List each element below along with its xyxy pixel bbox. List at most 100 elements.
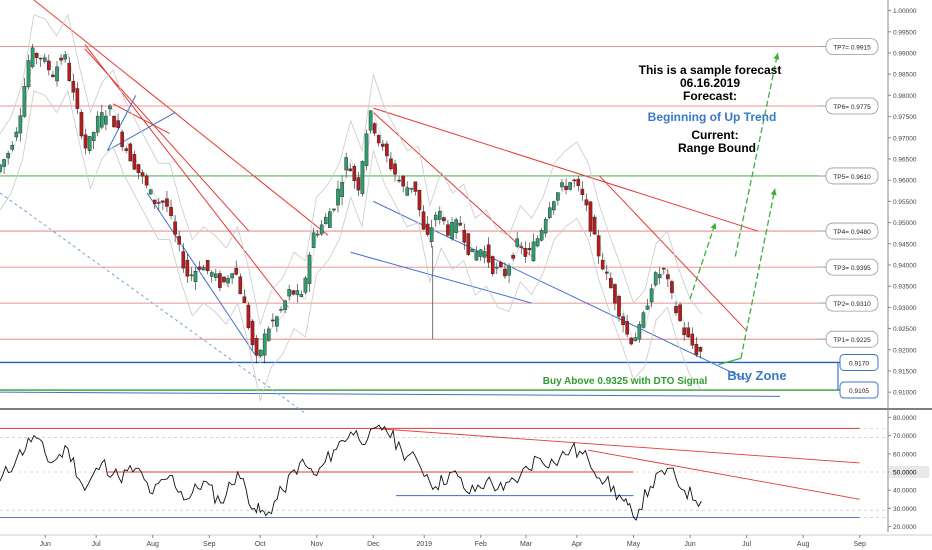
candle-body xyxy=(169,206,173,216)
candle-body xyxy=(22,86,27,117)
level-label: TP4= 0.9480 xyxy=(833,229,871,236)
forecast-arrows xyxy=(689,52,780,366)
candle-body xyxy=(385,143,389,157)
rsi-tick-label: 40.0000 xyxy=(893,488,917,495)
rsi-panel: 80.0000 70.0000 60.0000 50.0000 40.0000 30.00… xyxy=(0,415,929,531)
candle-body xyxy=(621,316,625,325)
candle-body xyxy=(83,134,88,149)
rsi-tick-label: 60.0000 xyxy=(893,451,917,458)
candle-body xyxy=(372,123,377,134)
candle-body xyxy=(148,189,153,195)
candle-body xyxy=(438,210,442,220)
candle-body xyxy=(181,251,186,269)
candle-body xyxy=(295,290,300,296)
candle-body xyxy=(328,211,332,228)
candle-body xyxy=(409,188,414,190)
candle-body xyxy=(629,337,634,345)
rsi-current-tag xyxy=(889,466,929,478)
forecast-arrow-head xyxy=(773,52,780,60)
candle-body xyxy=(340,182,344,198)
candle-body xyxy=(462,229,467,243)
candle-body xyxy=(592,216,597,235)
annotation-line-1: This is a sample forecast xyxy=(639,63,782,77)
candle-body xyxy=(552,201,556,211)
price-tick-label: 0.99000 xyxy=(893,50,917,57)
candle-body xyxy=(63,54,67,60)
candle-body xyxy=(641,312,646,328)
time-tick-label: Apr xyxy=(571,541,583,548)
time-tick-label: Nov xyxy=(311,541,324,548)
annotation-current-label: Current: xyxy=(691,128,738,142)
forecast-arrow xyxy=(740,188,776,359)
candle-body xyxy=(258,349,263,357)
price-tick-label: 0.98000 xyxy=(893,93,917,100)
target-level-labels: TP7= 0.9915 TP6= 0.9775 TP5= 0.9610 TP4= 0.… xyxy=(818,38,879,399)
candle-body xyxy=(18,115,23,134)
candle-body xyxy=(193,271,198,282)
annotation-forecast-label: Forecast: xyxy=(683,89,737,103)
trendline-red xyxy=(84,48,250,232)
time-tick-label: Jun xyxy=(40,541,51,548)
candle-body xyxy=(519,246,524,248)
candle-body xyxy=(560,182,564,188)
channel-blue xyxy=(146,192,255,355)
level-tag xyxy=(839,381,879,399)
candle-body xyxy=(112,115,116,128)
candle-body xyxy=(466,233,471,255)
time-tick-label: Oct xyxy=(255,541,266,548)
candle-body xyxy=(682,327,686,336)
level-label: 0.9105 xyxy=(849,388,869,395)
candle-body xyxy=(287,289,291,297)
candle-body xyxy=(348,168,353,172)
candle-body xyxy=(189,274,194,277)
rsi-trendlines xyxy=(0,427,860,518)
candle-body xyxy=(625,321,629,335)
band-upper xyxy=(0,13,702,326)
candle-body xyxy=(381,143,385,147)
time-tick-label: Feb xyxy=(475,541,487,548)
candle-body xyxy=(262,333,267,356)
candle-body xyxy=(91,132,96,141)
rsi-trendline xyxy=(588,449,860,500)
candle-body xyxy=(649,288,654,303)
candle-body xyxy=(678,304,682,321)
candle-body xyxy=(14,131,19,138)
candle-body xyxy=(393,163,397,175)
candle-body xyxy=(690,333,695,346)
candle-body xyxy=(511,254,515,259)
candle-body xyxy=(478,249,483,257)
annotation-forecast-value: Beginning of Up Trend xyxy=(648,110,777,124)
candle-body xyxy=(214,273,218,278)
price-tick-label: 0.93000 xyxy=(893,305,917,312)
candle-body xyxy=(523,248,528,257)
buy-condition-text: Buy Above 0.9325 with DTO Signal xyxy=(543,376,708,387)
rsi-trendline xyxy=(373,427,860,464)
forecast-path xyxy=(718,357,742,366)
candle-body xyxy=(209,272,214,277)
candle-body xyxy=(539,230,544,241)
time-tick-label: 2019 xyxy=(416,541,432,548)
candle-body xyxy=(311,232,316,248)
candle-body xyxy=(197,266,202,270)
candle-body xyxy=(401,176,405,187)
time-tick-label: Mar xyxy=(520,541,533,548)
candle-body xyxy=(584,199,589,206)
candle-body xyxy=(205,260,210,272)
candle-body xyxy=(686,327,691,338)
candle-body xyxy=(531,241,536,262)
forecast-arrow xyxy=(734,52,779,257)
candle-body xyxy=(336,188,340,206)
candle-body xyxy=(486,244,491,263)
candle-body xyxy=(87,136,92,151)
candle-body xyxy=(657,274,662,278)
level-label: TP7= 0.9915 xyxy=(833,45,871,52)
candle-body xyxy=(218,273,222,288)
price-tick-label: 0.98500 xyxy=(893,72,917,79)
candle-body xyxy=(303,277,308,293)
candle-body xyxy=(661,268,666,270)
candle-body xyxy=(588,201,593,232)
forecast-annotation: This is a sample forecast 06.16.2019 For… xyxy=(543,63,787,387)
